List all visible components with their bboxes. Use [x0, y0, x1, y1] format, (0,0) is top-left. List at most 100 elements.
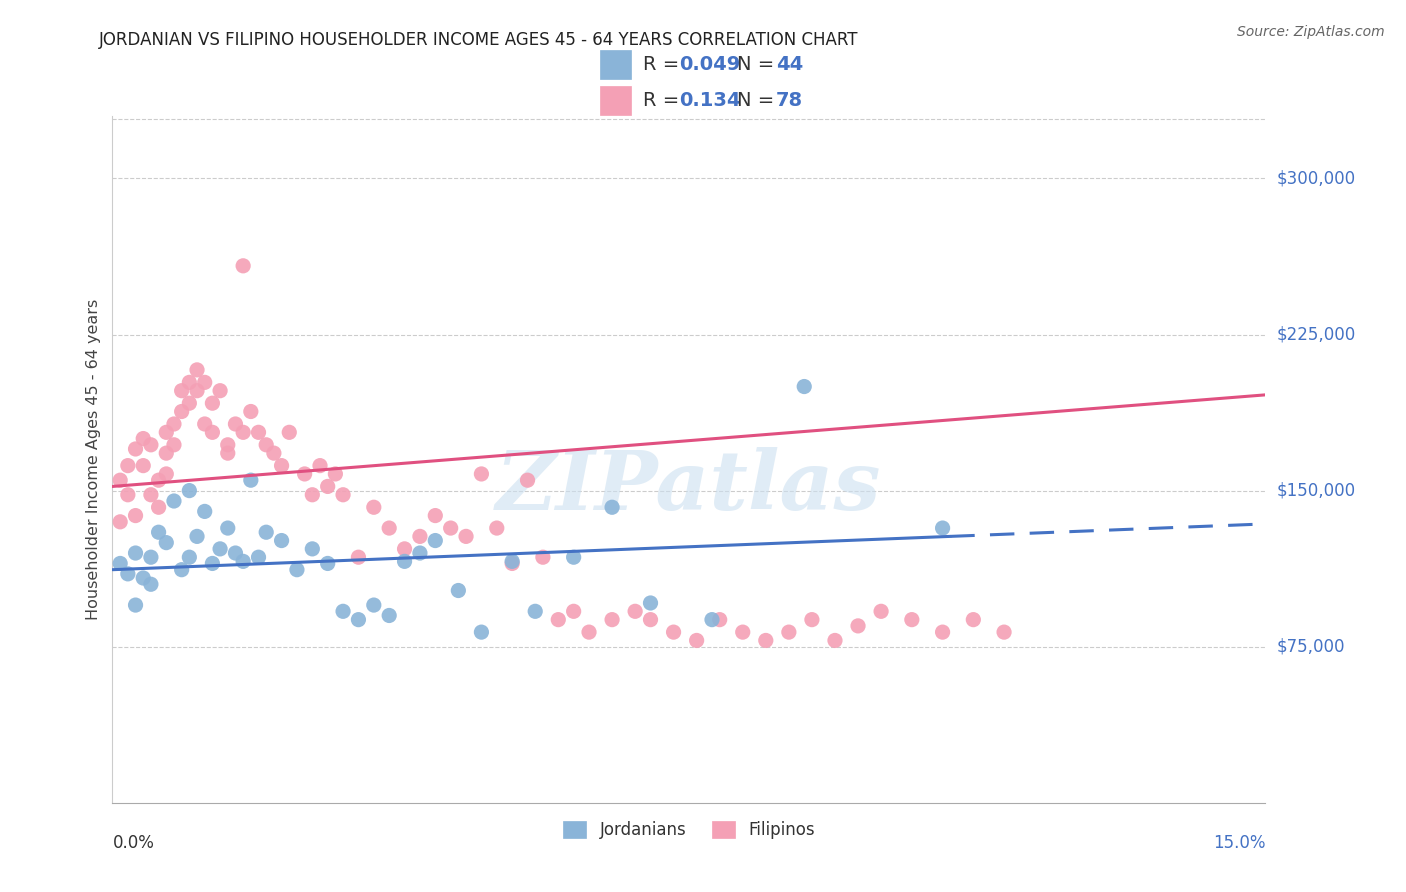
Point — [232, 554, 254, 568]
Text: R =: R = — [643, 91, 692, 111]
Point — [709, 613, 731, 627]
Point — [155, 446, 177, 460]
Point — [516, 473, 538, 487]
Point — [347, 550, 370, 565]
Point — [301, 488, 323, 502]
Point — [217, 521, 239, 535]
Point — [209, 541, 232, 556]
Point — [600, 613, 623, 627]
Bar — [600, 87, 631, 115]
Point — [824, 633, 846, 648]
Point — [148, 473, 170, 487]
Point — [124, 508, 146, 523]
Point — [325, 467, 347, 481]
Point — [217, 446, 239, 460]
Point — [316, 557, 339, 571]
Point — [270, 458, 292, 473]
Point — [394, 541, 416, 556]
Point — [224, 546, 246, 560]
Point — [117, 566, 139, 581]
Point — [624, 604, 647, 618]
Point — [700, 613, 723, 627]
Point — [194, 504, 217, 518]
Point — [201, 396, 224, 410]
Point — [194, 417, 217, 431]
Point — [155, 467, 177, 481]
Point — [224, 417, 246, 431]
Point — [347, 613, 370, 627]
Point — [217, 438, 239, 452]
Point — [425, 508, 447, 523]
Point — [731, 625, 754, 640]
Point — [117, 458, 139, 473]
Point — [993, 625, 1015, 640]
Point — [685, 633, 707, 648]
Point — [163, 417, 186, 431]
Point — [332, 488, 354, 502]
Text: $75,000: $75,000 — [1277, 638, 1346, 656]
Point — [179, 376, 201, 390]
Point — [209, 384, 232, 398]
Point — [155, 535, 177, 549]
Point — [186, 363, 208, 377]
Point — [108, 515, 131, 529]
Point — [132, 571, 155, 585]
Point — [179, 396, 201, 410]
Point — [263, 446, 285, 460]
Text: $150,000: $150,000 — [1277, 482, 1355, 500]
Point — [440, 521, 463, 535]
Point — [501, 557, 523, 571]
Point — [254, 525, 277, 540]
Point — [124, 442, 146, 456]
Point — [755, 633, 778, 648]
Text: 0.049: 0.049 — [679, 54, 740, 74]
Text: $300,000: $300,000 — [1277, 169, 1355, 187]
Point — [425, 533, 447, 548]
Point — [270, 533, 292, 548]
Point — [170, 563, 193, 577]
Text: N =: N = — [738, 54, 780, 74]
Point — [186, 529, 208, 543]
Text: 0.0%: 0.0% — [112, 834, 155, 852]
Point — [194, 376, 217, 390]
Point — [316, 479, 339, 493]
Point — [846, 619, 869, 633]
Point — [962, 613, 984, 627]
Point — [447, 583, 470, 598]
Point — [485, 521, 508, 535]
Point — [124, 546, 146, 560]
Point — [148, 500, 170, 515]
Point — [409, 546, 432, 560]
Point — [363, 598, 385, 612]
Point — [239, 404, 262, 418]
Point — [793, 379, 815, 393]
Text: ZIPatlas: ZIPatlas — [496, 447, 882, 527]
Point — [378, 521, 401, 535]
Point — [309, 458, 332, 473]
Point — [285, 563, 308, 577]
Point — [301, 541, 323, 556]
Point — [294, 467, 316, 481]
Point — [931, 521, 953, 535]
Point — [470, 467, 492, 481]
Text: R =: R = — [643, 54, 686, 74]
Text: 78: 78 — [776, 91, 803, 111]
Text: Source: ZipAtlas.com: Source: ZipAtlas.com — [1237, 25, 1385, 39]
Point — [800, 613, 823, 627]
Point — [547, 613, 569, 627]
Point — [454, 529, 477, 543]
Point — [662, 625, 685, 640]
Point — [132, 458, 155, 473]
Point — [531, 550, 554, 565]
Legend: Jordanians, Filipinos: Jordanians, Filipinos — [557, 814, 821, 846]
Point — [901, 613, 924, 627]
Point — [501, 554, 523, 568]
Point — [179, 550, 201, 565]
Point — [108, 557, 131, 571]
Point — [470, 625, 492, 640]
Point — [562, 604, 585, 618]
Point — [139, 577, 162, 591]
Point — [108, 473, 131, 487]
Point — [409, 529, 432, 543]
Point — [870, 604, 893, 618]
